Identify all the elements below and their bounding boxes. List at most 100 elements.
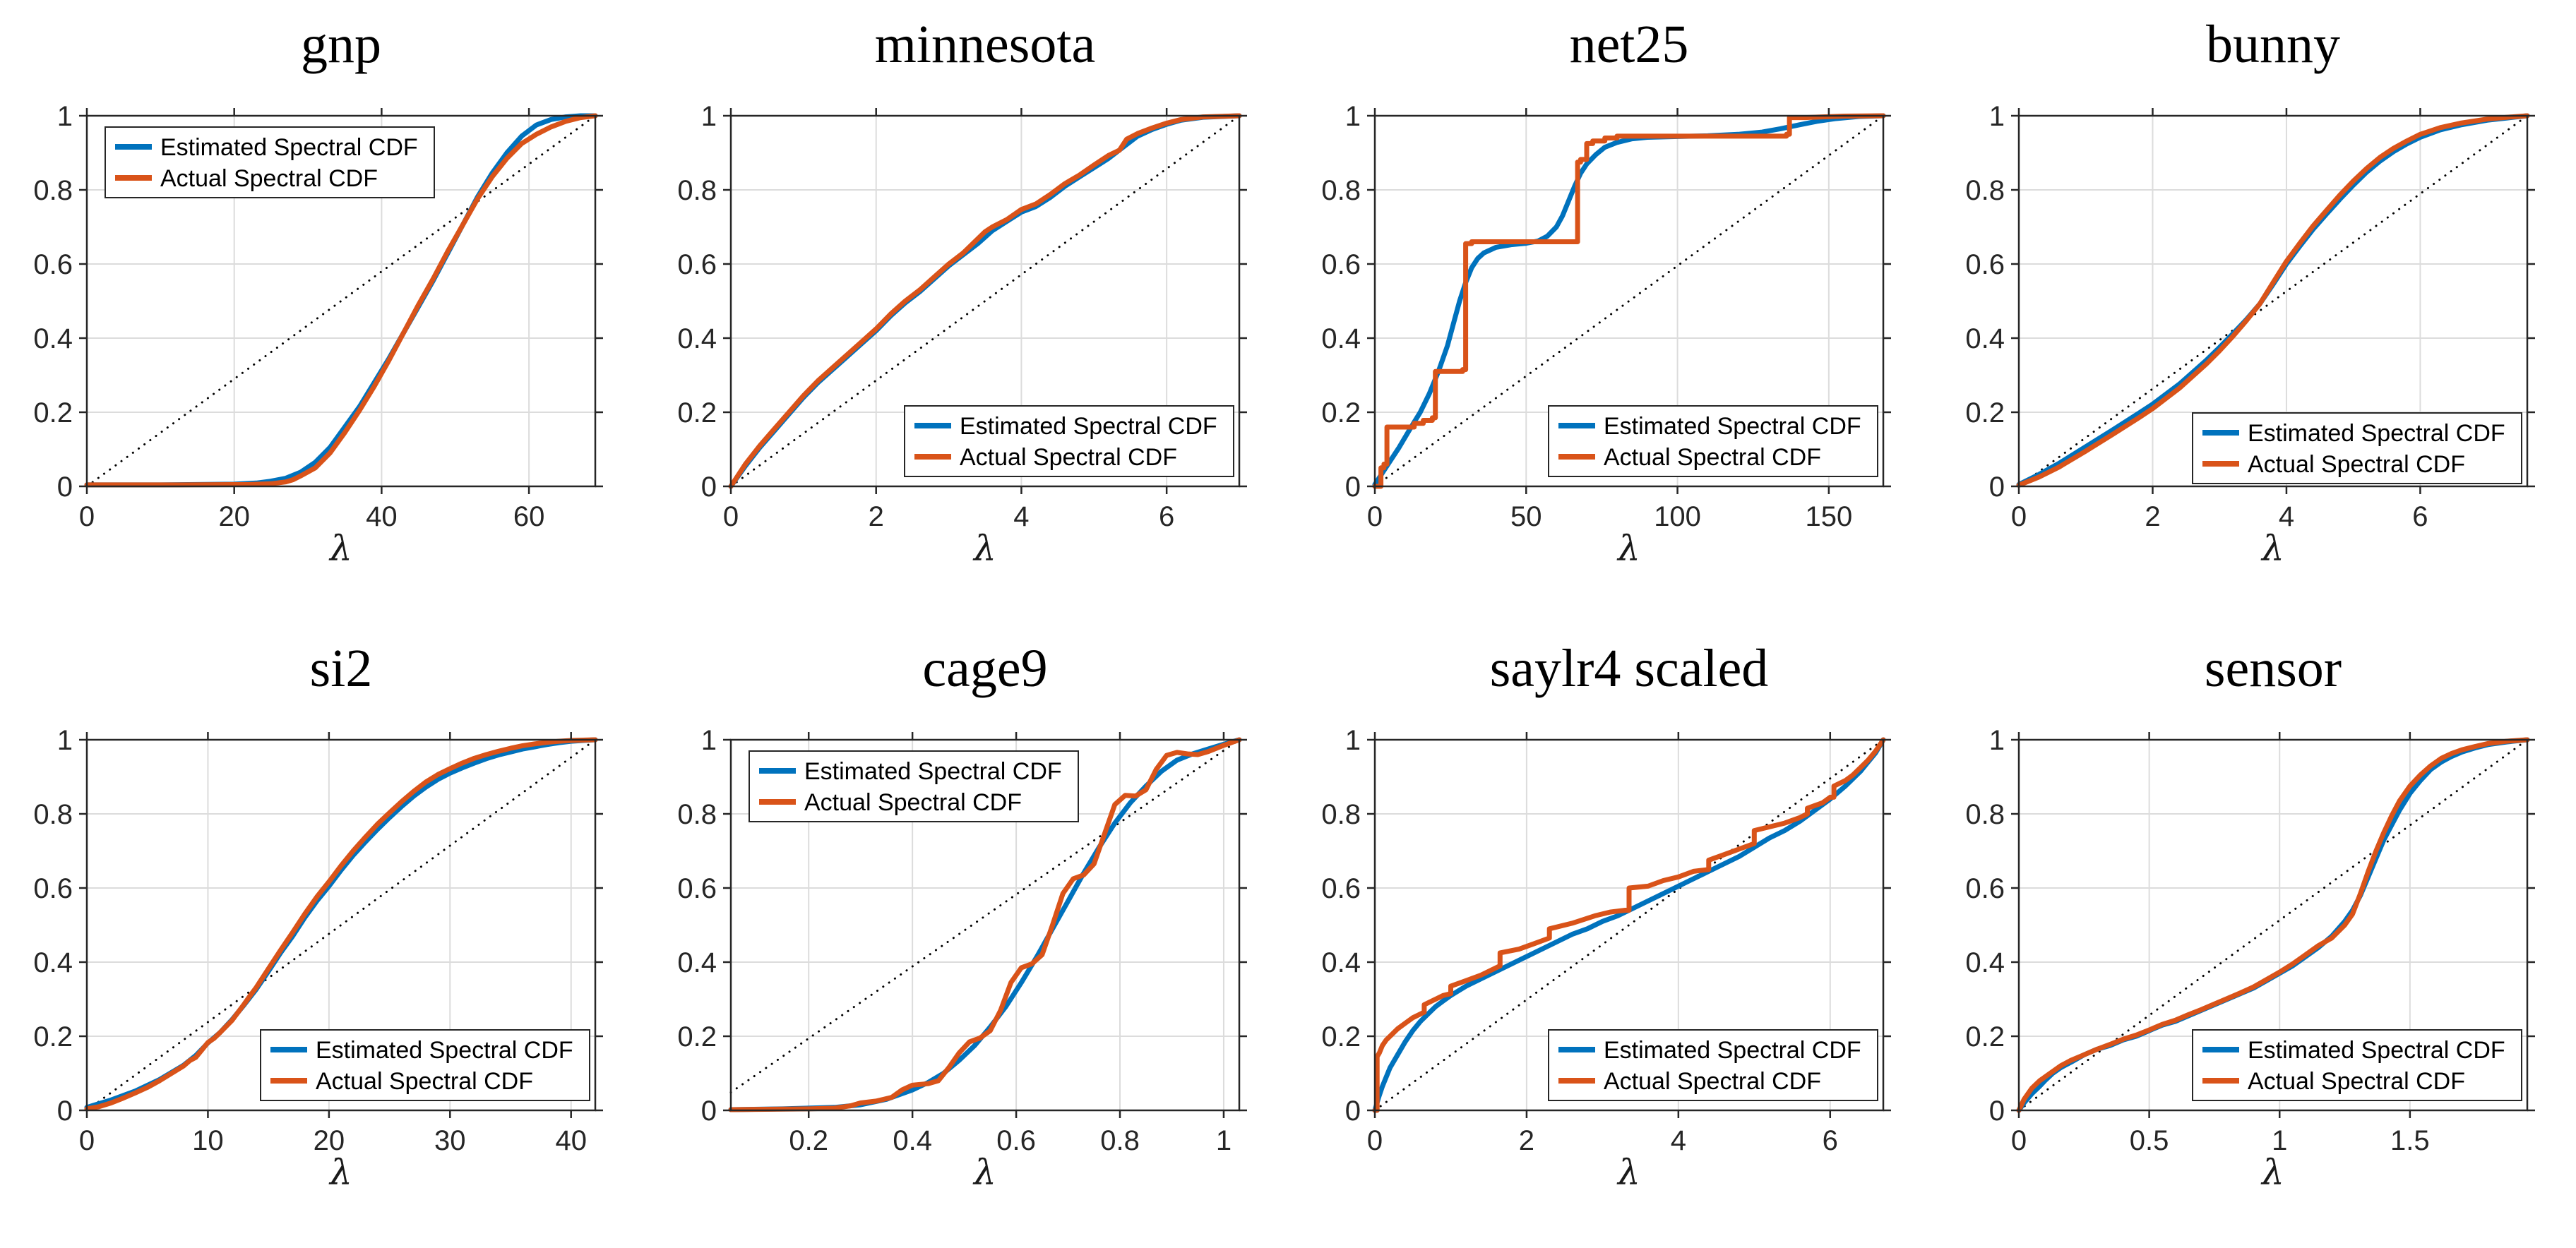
legend-entry-estimated-label: Estimated Spectral CDF [1604, 413, 1861, 440]
x-tick-label: 6 [1823, 1125, 1838, 1156]
y-tick-label: 1 [1989, 725, 2005, 756]
diagonal-reference-line [729, 114, 1241, 488]
subplot-minnesota: minnesota 0 2 4 6 0 0.2 0.4 0.6 0.8 1 Estimated Sp… [644, 0, 1288, 624]
x-tick-label: 2 [869, 501, 884, 532]
legend-box [1548, 1029, 1878, 1101]
x-tick-label: 0.6 [996, 1125, 1036, 1156]
x-tick-label: 50 [1510, 501, 1542, 532]
y-tick-label: 0.2 [33, 1021, 73, 1052]
x-tick-label: 6 [2412, 501, 2428, 532]
actual-cdf-curve [2016, 113, 2530, 488]
plot-title: bunny [2206, 15, 2340, 74]
chart-canvas: 0 2 4 6 0 0.2 0.4 0.6 0.8 1 Estimated Spectral CDF… [1321, 725, 1891, 1156]
x-tick-label: 0 [2011, 501, 2027, 532]
x-axis-label-lambda: λ [974, 1152, 996, 1193]
x-axis-label-lambda: λ [2262, 528, 2284, 569]
y-tick-label: 0 [1345, 1096, 1361, 1127]
chart-canvas: 0 2 4 6 0 0.2 0.4 0.6 0.8 1 Estimated Spectral CDF… [677, 101, 1247, 532]
y-tick-label: 1 [701, 725, 717, 756]
subplot-bunny: bunny 0 2 4 6 0 0.2 0.4 0.6 0.8 1 Estimated Spectr… [1932, 0, 2576, 624]
x-tick-label: 40 [366, 501, 398, 532]
y-tick-label: 1 [701, 101, 717, 132]
legend-entry-estimated-label: Estimated Spectral CDF [2248, 420, 2505, 447]
legend-entry-actual-label: Actual Spectral CDF [160, 165, 378, 192]
x-axis-label-lambda: λ [974, 528, 996, 569]
plot-title: gnp [301, 15, 381, 74]
y-tick-label: 0.6 [1965, 249, 2005, 280]
actual-cdf-curve [84, 113, 598, 488]
x-tick-label: 0 [79, 1125, 95, 1156]
axes-box [85, 114, 597, 488]
y-tick-label: 0.2 [1965, 1021, 2005, 1052]
y-tick-label: 0.6 [33, 249, 73, 280]
chart-canvas: 0 0.5 1 1.5 0 0.2 0.4 0.6 0.8 1 Estimated Spectral… [1965, 725, 2535, 1156]
y-tick-label: 0.2 [677, 1021, 717, 1052]
y-tick-label: 1 [57, 101, 73, 132]
legend-box [749, 750, 1079, 822]
y-tick-label: 0.4 [1321, 323, 1361, 354]
x-tick-label: 20 [314, 1125, 345, 1156]
plot-title: cage9 [922, 639, 1048, 698]
x-tick-label: 4 [1671, 1125, 1686, 1156]
y-tick-label: 0.6 [677, 249, 717, 280]
x-axis-label-lambda: λ [2262, 1152, 2284, 1193]
axes-box [85, 738, 597, 1112]
x-tick-label: 4 [2279, 501, 2294, 532]
actual-cdf-curve [728, 113, 1242, 489]
plot-title: minnesota [874, 15, 1096, 74]
axes-box [2017, 738, 2529, 1112]
estimated-cdf-curve [1372, 113, 1886, 487]
y-tick-label: 0.6 [1321, 873, 1361, 904]
y-tick-label: 0.8 [1965, 175, 2005, 206]
chart-canvas: 0 20 40 60 0 0.2 0.4 0.6 0.8 1 Estimated Spectral … [33, 101, 603, 532]
y-tick-label: 0.4 [1321, 947, 1361, 978]
y-tick-label: 0 [1989, 472, 2005, 503]
y-tick-label: 0 [1989, 1096, 2005, 1127]
x-tick-label: 0 [79, 501, 95, 532]
subplot-si2: si2 0 10 20 30 40 0 0.2 0.4 0.6 0.8 1 Estimated Spe… [0, 624, 644, 1248]
axes-box [2017, 114, 2529, 488]
y-tick-label: 0.6 [1965, 873, 2005, 904]
plot-title: si2 [309, 639, 373, 698]
y-tick-label: 0.2 [1321, 1021, 1361, 1052]
legend-entry-actual-label: Actual Spectral CDF [1604, 444, 1821, 471]
diagonal-reference-line [85, 114, 597, 488]
legend-entry-estimated-label: Estimated Spectral CDF [316, 1037, 573, 1064]
plot-title: net25 [1569, 15, 1689, 74]
y-tick-label: 0.6 [677, 873, 717, 904]
y-tick-label: 0 [1345, 472, 1361, 503]
x-tick-label: 10 [192, 1125, 224, 1156]
actual-cdf-curve [1372, 737, 1886, 1113]
axes-box [729, 114, 1241, 488]
x-tick-label: 30 [434, 1125, 466, 1156]
y-tick-label: 0 [701, 472, 717, 503]
actual-cdf-curve [2016, 737, 2530, 1113]
x-axis-label-lambda: λ [330, 1152, 352, 1193]
x-tick-label: 0.8 [1100, 1125, 1140, 1156]
legend-box [260, 1029, 590, 1101]
diagonal-reference-line [1373, 114, 1885, 488]
x-tick-label: 150 [1805, 501, 1852, 532]
x-tick-label: 1 [2272, 1125, 2287, 1156]
plot-title: saylr4 scaled [1489, 639, 1769, 698]
legend-entry-actual-label: Actual Spectral CDF [2248, 1068, 2465, 1095]
y-tick-label: 0.4 [677, 323, 717, 354]
x-tick-label: 2 [2145, 501, 2160, 532]
x-tick-label: 0 [1367, 1125, 1383, 1156]
axes-box [729, 738, 1241, 1112]
legend-entry-actual-label: Actual Spectral CDF [1604, 1068, 1821, 1095]
estimated-cdf-curve [1372, 737, 1886, 1113]
legend-entry-actual-label: Actual Spectral CDF [960, 444, 1177, 471]
subplot-cage9: cage9 0.2 0.4 0.6 0.8 1 0 0.2 0.4 0.6 0.8 1 Estimat… [644, 624, 1288, 1248]
actual-cdf-curve [1372, 113, 1886, 489]
x-tick-label: 20 [218, 501, 250, 532]
legend-entry-estimated-label: Estimated Spectral CDF [160, 134, 418, 161]
subplot-gnp: gnp 0 20 40 60 0 0.2 0.4 0.6 0.8 1 Estimated Spect… [0, 0, 644, 624]
x-tick-label: 100 [1654, 501, 1701, 532]
x-tick-label: 0.5 [2130, 1125, 2169, 1156]
actual-cdf-curve [728, 737, 1242, 1112]
plot-title: sensor [2204, 639, 2342, 698]
y-tick-label: 0.8 [677, 799, 717, 830]
